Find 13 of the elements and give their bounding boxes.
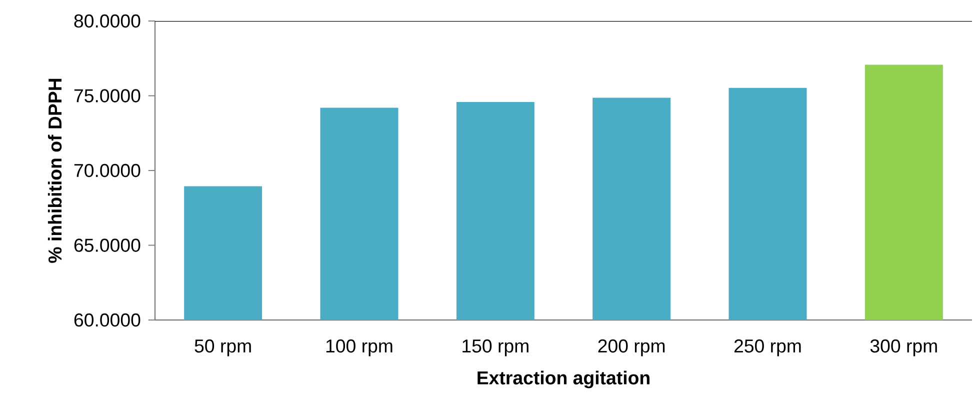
x-tick-label: 100 rpm: [326, 339, 392, 356]
x-tick-label: 200 rpm: [598, 339, 665, 356]
x-tick-label: 250 rpm: [734, 339, 801, 356]
y-tick-label: 60.0000: [74, 313, 140, 327]
y-axis-title: % inhibition of DPPH: [48, 78, 62, 263]
y-tick-label: 80.0000: [74, 14, 140, 28]
x-tick-label: 150 rpm: [462, 339, 528, 356]
y-tick-label: 70.0000: [74, 164, 140, 178]
x-tick-label: 50 rpm: [194, 339, 251, 356]
x-tick-label: 300 rpm: [870, 339, 937, 356]
y-tick-label: 65.0000: [74, 238, 140, 252]
x-axis-title: Extraction agitation: [478, 370, 650, 388]
y-tick-label: 75.0000: [74, 89, 140, 102]
